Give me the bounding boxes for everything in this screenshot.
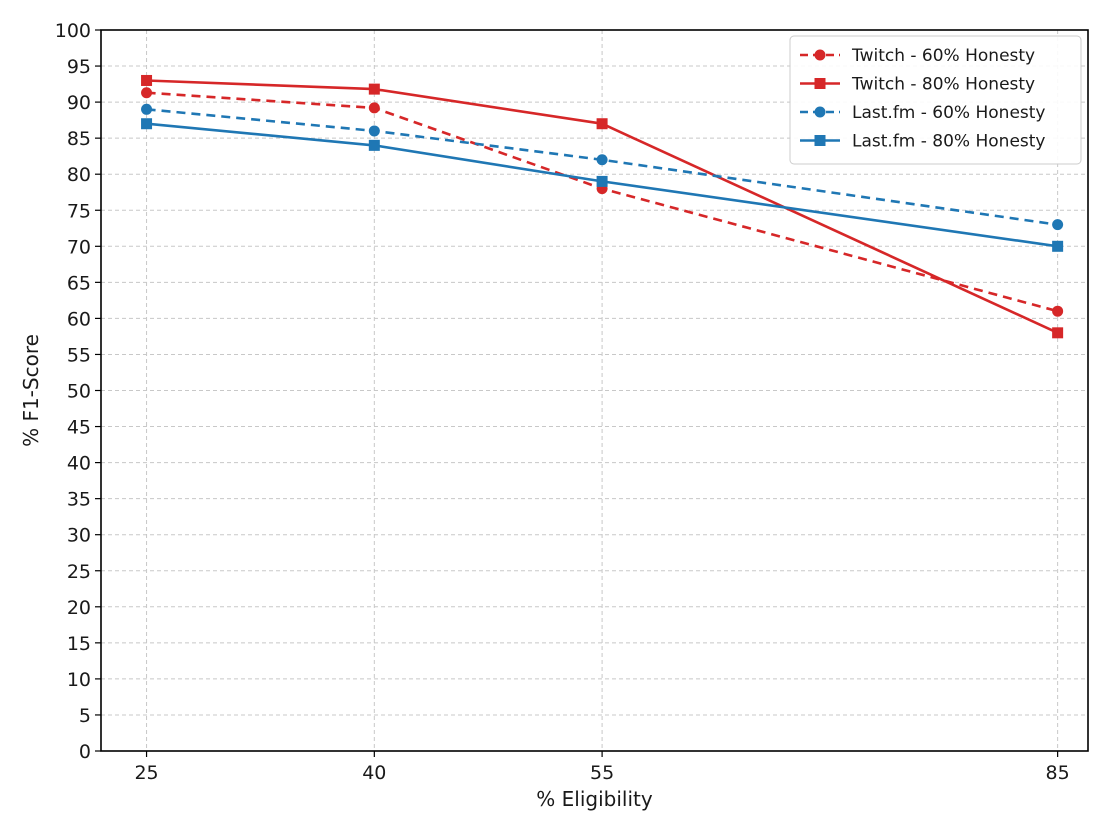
data-point bbox=[596, 118, 608, 130]
series-1 bbox=[141, 87, 1064, 317]
legend-label: Last.fm - 60% Honesty bbox=[852, 103, 1046, 123]
legend-marker bbox=[814, 135, 826, 146]
y-axis-label: % F1-Score bbox=[19, 334, 43, 447]
y-tick-label: 5 bbox=[79, 705, 91, 727]
y-tick-label: 95 bbox=[67, 56, 91, 78]
data-point bbox=[368, 83, 380, 95]
y-tick-label: 100 bbox=[55, 20, 91, 42]
series-line bbox=[146, 79, 1059, 334]
data-point bbox=[596, 154, 608, 166]
series-4 bbox=[141, 118, 1064, 252]
y-tick-label: 50 bbox=[67, 381, 91, 403]
data-point bbox=[596, 175, 608, 187]
y-tick-label: 80 bbox=[67, 164, 91, 186]
y-tick-label: 15 bbox=[67, 633, 91, 655]
data-point bbox=[1052, 305, 1064, 317]
series-layer bbox=[141, 74, 1064, 339]
y-tick-label: 25 bbox=[67, 561, 91, 583]
series-2 bbox=[141, 74, 1064, 339]
y-tick-label: 55 bbox=[67, 344, 91, 366]
y-tick-label: 70 bbox=[67, 236, 91, 258]
data-point bbox=[368, 125, 380, 137]
y-tick-label: 75 bbox=[67, 200, 91, 222]
x-tick-label: 55 bbox=[590, 762, 614, 784]
legend-item: Last.fm - 80% Honesty bbox=[800, 132, 1046, 152]
legend-box bbox=[789, 35, 1082, 165]
x-axis-label: % Eligibility bbox=[536, 787, 653, 811]
data-point bbox=[1052, 240, 1064, 252]
legend-label: Last.fm - 80% Honesty bbox=[852, 132, 1046, 152]
ticks: 0 5 10 15 20 25 30 35 40 45 50 55 60 65 70 75 80 85 90 95 10… bbox=[55, 20, 1070, 784]
legend-marker bbox=[814, 49, 826, 61]
legend: Twitch - 60% Honesty Twitch - 80% Honesty… bbox=[789, 35, 1082, 165]
legend-marker bbox=[814, 106, 826, 118]
series-line bbox=[146, 122, 1058, 248]
y-tick-label: 20 bbox=[67, 597, 91, 619]
y-tick-label: 40 bbox=[67, 453, 91, 475]
legend-item: Twitch - 80% Honesty bbox=[800, 75, 1035, 95]
y-tick-label: 30 bbox=[67, 525, 91, 547]
x-tick-label: 40 bbox=[362, 762, 386, 784]
y-tick-label: 35 bbox=[67, 489, 91, 511]
data-point bbox=[141, 87, 153, 99]
series-line bbox=[146, 91, 1058, 313]
y-tick-label: 60 bbox=[67, 308, 91, 330]
legend-label: Twitch - 60% Honesty bbox=[851, 46, 1035, 66]
legend-item: Twitch - 60% Honesty bbox=[800, 46, 1035, 66]
x-tick-label: 25 bbox=[134, 762, 158, 784]
x-tick-label: 85 bbox=[1046, 762, 1070, 784]
data-point bbox=[1052, 219, 1064, 231]
y-tick-label: 65 bbox=[67, 272, 91, 294]
y-tick-label: 90 bbox=[67, 92, 91, 114]
series-3 bbox=[141, 103, 1064, 231]
data-point bbox=[1052, 327, 1064, 339]
data-point bbox=[141, 74, 153, 86]
data-point bbox=[141, 118, 153, 130]
legend-marker bbox=[814, 78, 826, 89]
legend-item: Last.fm - 60% Honesty bbox=[800, 103, 1046, 123]
data-point bbox=[368, 139, 380, 151]
y-tick-label: 85 bbox=[67, 128, 91, 150]
y-tick-label: 45 bbox=[67, 417, 91, 439]
y-tick-label: 10 bbox=[67, 669, 91, 691]
legend-label: Twitch - 80% Honesty bbox=[851, 75, 1035, 95]
data-point bbox=[368, 102, 380, 114]
data-point bbox=[141, 103, 153, 115]
y-tick-label: 0 bbox=[79, 741, 91, 763]
